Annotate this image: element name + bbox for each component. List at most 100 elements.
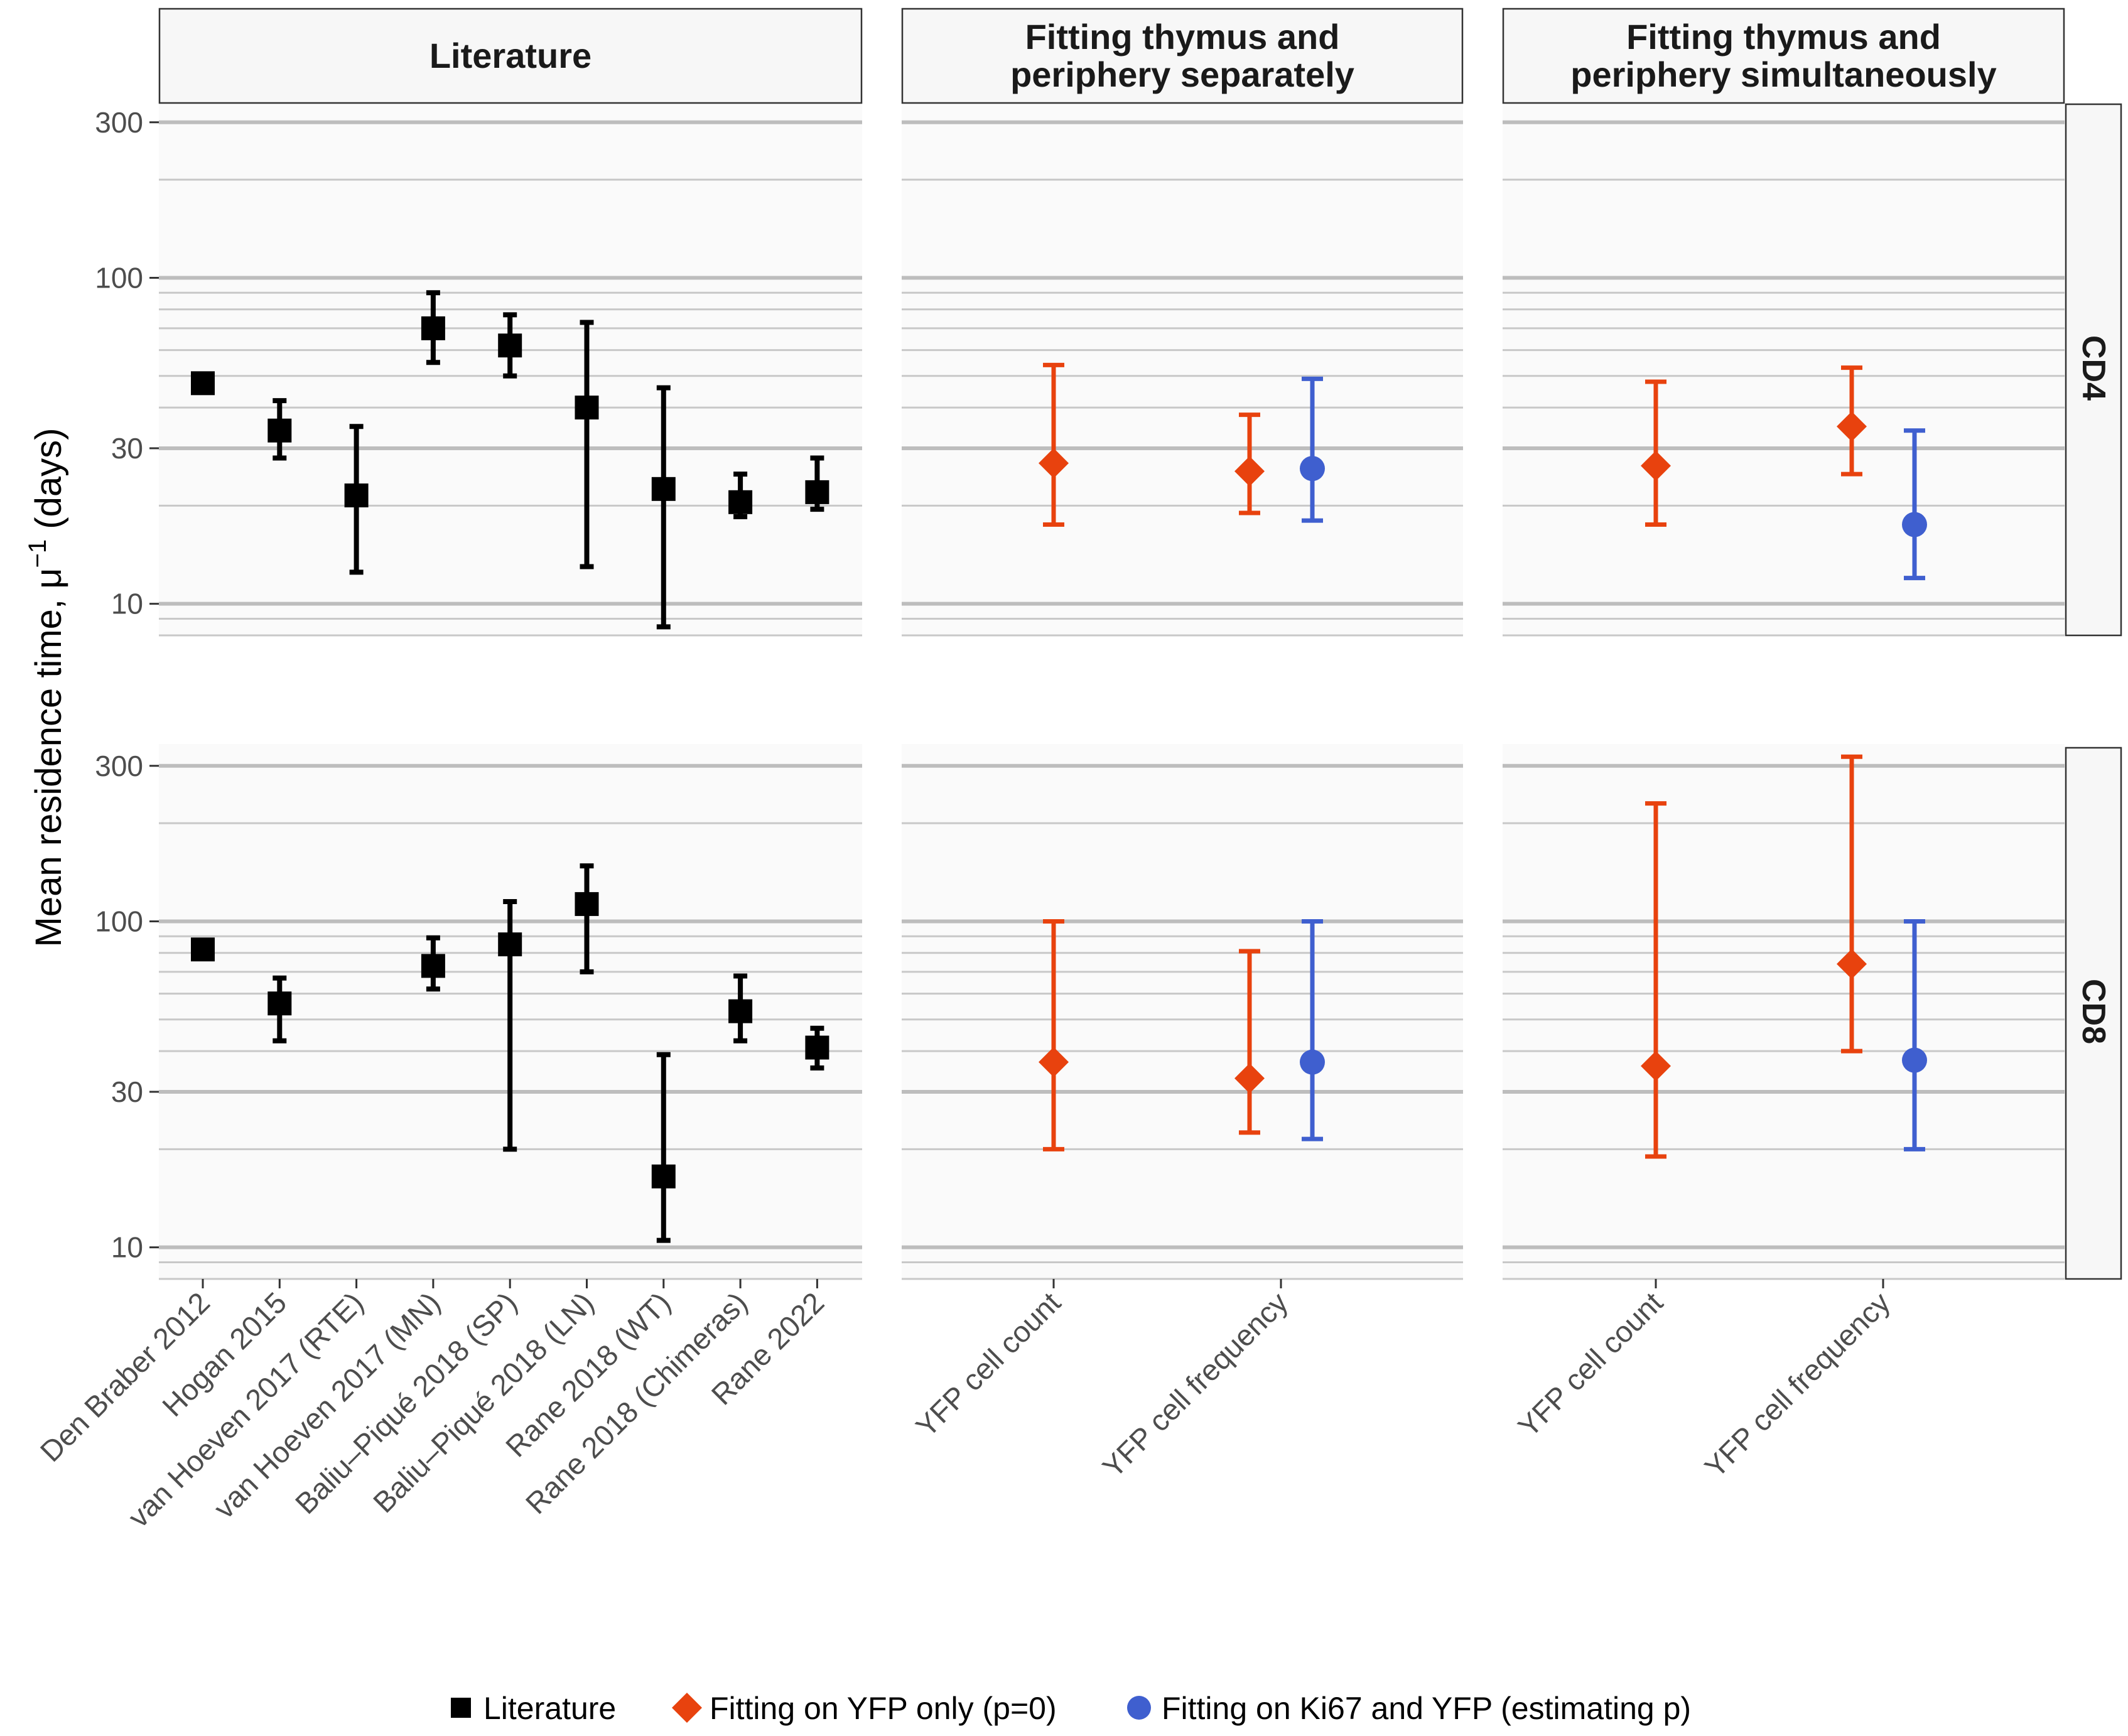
square-marker bbox=[191, 371, 215, 396]
data-point-CD8-lit-8-0 bbox=[805, 1025, 829, 1071]
diamond-marker bbox=[1039, 1047, 1069, 1077]
y-tick-label: 300 bbox=[95, 106, 143, 139]
legend-item: Fitting on YFP only (p=0) bbox=[672, 1691, 1057, 1726]
data-point-CD8-sim-1-1 bbox=[1837, 754, 1867, 1054]
diamond-marker bbox=[1234, 1063, 1265, 1094]
panel-CD4-sep bbox=[902, 100, 1463, 637]
column-strip-label: Fitting thymus and bbox=[1025, 17, 1340, 57]
data-point-CD8-lit-5-0 bbox=[575, 863, 599, 974]
x-tick-label: YFP cell count bbox=[1511, 1286, 1669, 1443]
panel-background bbox=[902, 100, 1463, 635]
y-tick-label: 30 bbox=[111, 1076, 143, 1108]
diamond-marker bbox=[1234, 456, 1265, 487]
data-point-CD8-lit-0-0 bbox=[191, 937, 215, 962]
square-marker bbox=[344, 483, 369, 508]
square-marker bbox=[421, 954, 445, 978]
data-point-CD4-sim-0-1 bbox=[1641, 379, 1671, 527]
square-marker bbox=[805, 480, 829, 504]
square-marker bbox=[805, 1035, 829, 1060]
y-tick-label: 30 bbox=[111, 432, 143, 465]
column-strip-sep bbox=[901, 8, 1464, 104]
data-point-CD8-lit-3-0 bbox=[421, 935, 445, 992]
square-marker bbox=[575, 892, 599, 916]
data-point-CD4-lit-3-0 bbox=[421, 290, 445, 365]
legend-label: Fitting on Ki67 and YFP (estimating p) bbox=[1162, 1691, 1691, 1726]
y-axis-title-main: Mean residence time, μ bbox=[28, 568, 69, 947]
diamond-marker bbox=[1641, 1050, 1671, 1081]
circle-marker bbox=[1300, 456, 1325, 482]
y-tick-label: 10 bbox=[111, 1231, 143, 1264]
legend-label: Fitting on YFP only (p=0) bbox=[710, 1691, 1057, 1726]
y-axis-title-superscript: −1 bbox=[24, 539, 51, 568]
data-point-CD4-lit-4-0 bbox=[498, 312, 522, 379]
data-point-CD4-lit-8-0 bbox=[805, 455, 829, 512]
data-point-CD8-lit-7-0 bbox=[728, 973, 753, 1043]
data-point-CD4-sep-0-1 bbox=[1039, 362, 1069, 527]
panel-CD4-sim bbox=[1503, 100, 2065, 637]
data-point-CD4-lit-2-0 bbox=[344, 424, 369, 575]
legend-diamond-icon bbox=[672, 1693, 702, 1723]
legend-item: Fitting on Ki67 and YFP (estimating p) bbox=[1127, 1691, 1691, 1726]
square-marker bbox=[498, 932, 522, 957]
data-point-CD8-sim-0-1 bbox=[1641, 801, 1671, 1159]
row-strip-label: CD4 bbox=[2075, 335, 2112, 401]
square-marker bbox=[191, 937, 215, 962]
square-marker bbox=[651, 1164, 676, 1189]
data-point-CD8-sim-1-2 bbox=[1902, 919, 1927, 1151]
diamond-marker bbox=[1837, 949, 1867, 979]
data-point-CD8-lit-6-0 bbox=[651, 1052, 676, 1243]
square-marker bbox=[498, 333, 522, 358]
panel-CD8-sim bbox=[1503, 744, 2065, 1280]
data-point-CD8-lit-4-0 bbox=[498, 898, 522, 1152]
data-point-CD4-lit-0-0 bbox=[191, 371, 215, 396]
panel-background bbox=[902, 744, 1463, 1279]
data-point-CD4-sep-1-1 bbox=[1234, 412, 1265, 515]
legend-square-icon bbox=[451, 1698, 471, 1718]
data-point-CD8-sep-1-1 bbox=[1234, 949, 1265, 1135]
row-strip-label: CD8 bbox=[2075, 979, 2112, 1044]
circle-marker bbox=[1300, 1049, 1325, 1075]
y-tick-label: 300 bbox=[95, 750, 143, 782]
square-marker bbox=[728, 490, 753, 514]
data-point-CD4-sep-1-2 bbox=[1300, 376, 1325, 523]
legend: Literature Fitting on YFP only (p=0) Fitti… bbox=[451, 1691, 1691, 1726]
data-point-CD8-sep-1-2 bbox=[1300, 919, 1325, 1141]
panel-background bbox=[1503, 100, 2065, 635]
panel-background bbox=[1503, 744, 2065, 1279]
row-strip-CD8 bbox=[2065, 747, 2122, 1280]
column-strip-label: Fitting thymus and bbox=[1626, 17, 1941, 57]
legend-item: Literature bbox=[451, 1691, 616, 1726]
column-strip-label: periphery separately bbox=[1010, 55, 1354, 94]
diamond-marker bbox=[1039, 448, 1069, 478]
panel-CD4-lit bbox=[159, 100, 862, 637]
column-strip-sim bbox=[1502, 8, 2065, 104]
square-marker bbox=[651, 477, 676, 501]
circle-marker bbox=[1902, 1047, 1927, 1073]
x-tick-label: YFP cell count bbox=[909, 1286, 1067, 1443]
circle-marker bbox=[1902, 512, 1927, 537]
square-marker bbox=[728, 999, 753, 1023]
square-marker bbox=[267, 418, 292, 443]
diamond-marker bbox=[1837, 411, 1867, 442]
y-tick-label: 100 bbox=[95, 261, 143, 294]
data-point-CD8-lit-1-0 bbox=[267, 975, 292, 1043]
y-axis-title: Mean residence time, μ−1 (days) bbox=[24, 428, 69, 947]
data-point-CD8-sep-0-1 bbox=[1039, 919, 1069, 1151]
x-tick-label: YFP cell frequency bbox=[1698, 1285, 1896, 1484]
data-point-CD4-lit-6-0 bbox=[651, 385, 676, 630]
data-point-CD4-sim-1-1 bbox=[1837, 365, 1867, 477]
y-tick-label: 100 bbox=[95, 905, 143, 937]
row-strip-CD4 bbox=[2065, 103, 2122, 637]
column-strip-label: periphery simultaneously bbox=[1570, 55, 1996, 94]
x-tick-label: YFP cell frequency bbox=[1096, 1285, 1294, 1484]
data-point-CD4-lit-1-0 bbox=[267, 398, 292, 461]
square-marker bbox=[575, 396, 599, 420]
legend-label: Literature bbox=[483, 1691, 616, 1726]
data-point-CD4-sim-1-2 bbox=[1902, 428, 1927, 581]
column-strip-label: Literature bbox=[429, 36, 591, 75]
square-marker bbox=[421, 316, 445, 340]
panel-CD8-sep bbox=[902, 744, 1463, 1280]
y-tick-label: 10 bbox=[111, 588, 143, 620]
data-point-CD4-lit-7-0 bbox=[728, 472, 753, 519]
